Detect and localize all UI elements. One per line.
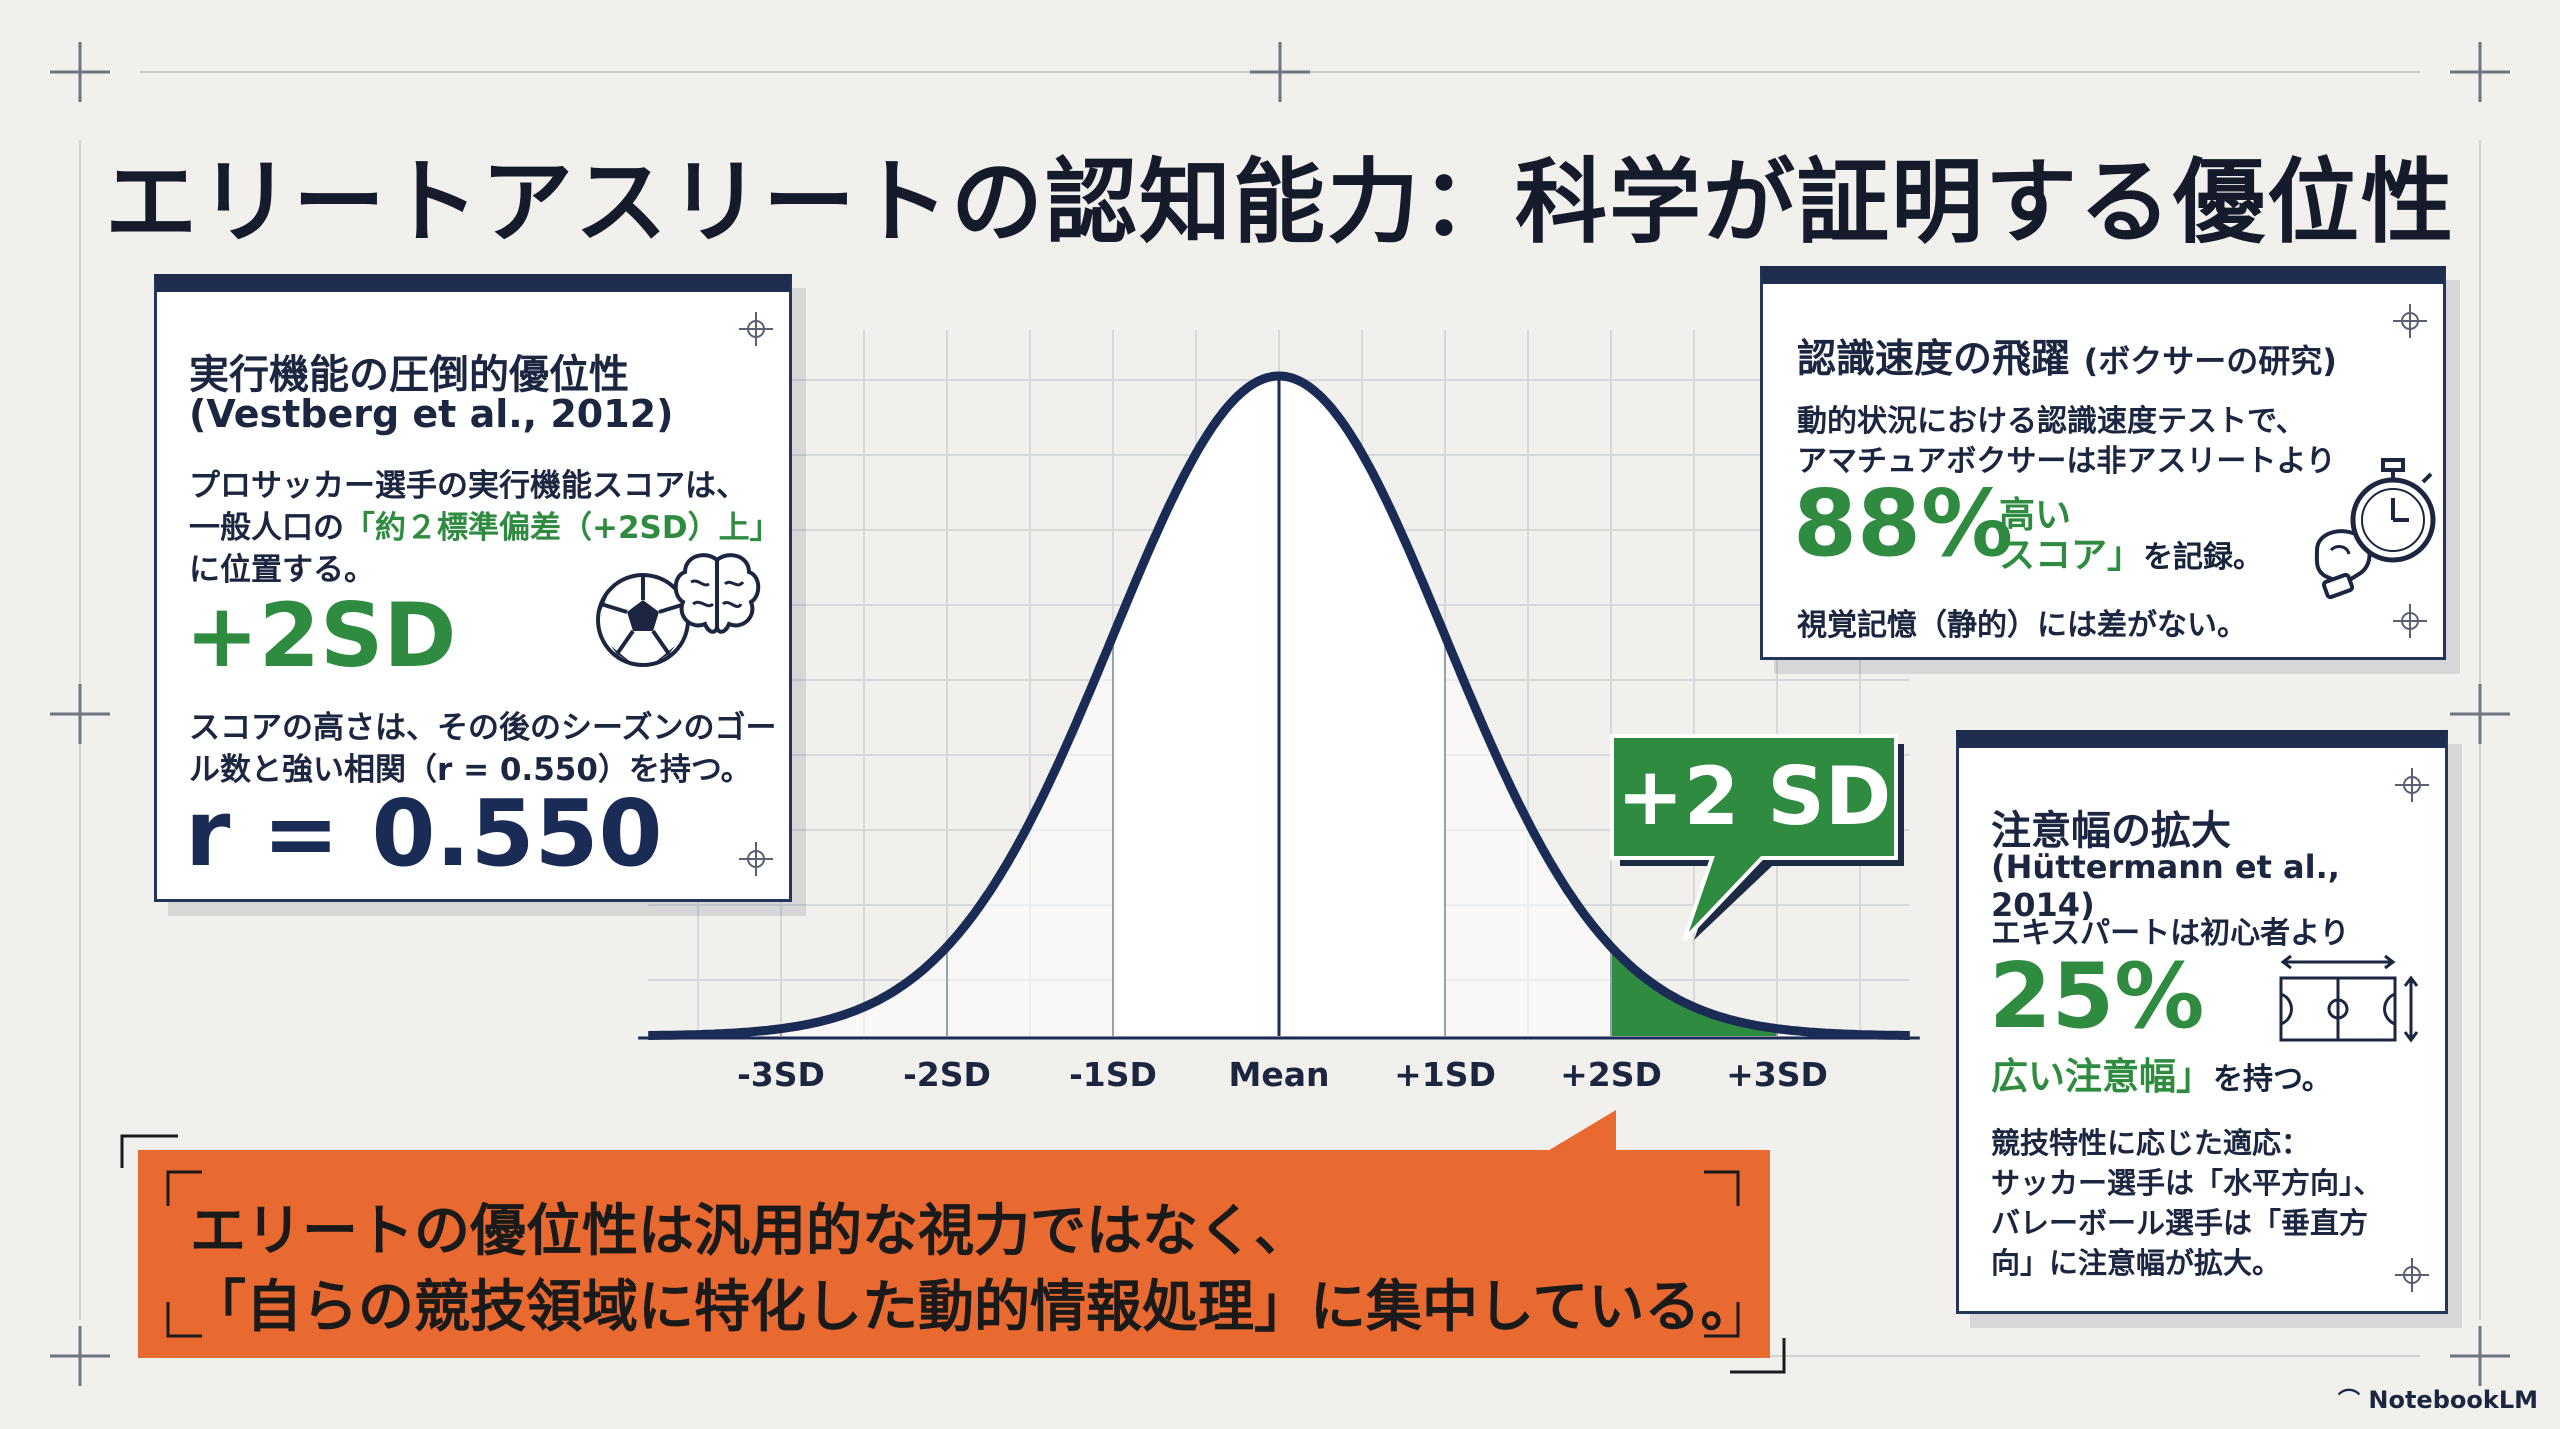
x-tick-label: -3SD: [737, 1055, 825, 1094]
card-heading: 注意幅の拡大: [1991, 808, 2231, 854]
page-title: エリートアスリートの認知能力：科学が証明する優位性: [104, 149, 2455, 256]
sd-callout-bubble: +2 SD: [1610, 734, 1904, 942]
card-text-line: エキスパートは初心者より: [1991, 916, 2350, 951]
card-citation: (Hüttermann et al., 2014): [1991, 848, 2340, 924]
executive-function-card: 実行機能の圧倒的優位性 (Vestberg et al., 2012) プロサッ…: [154, 274, 792, 902]
court-icon: [2279, 954, 2419, 1043]
stopwatch-icon: [2350, 458, 2436, 563]
big-stat-correlation: r = 0.550: [185, 780, 663, 887]
distribution-curve: [648, 371, 1910, 1040]
card-text-line: 視覚記憶（静的）には差がない。: [1797, 608, 2247, 643]
big-stat-2sd: +2SD: [185, 584, 457, 687]
x-tick-label: +3SD: [1726, 1055, 1828, 1094]
card-heading-main: 認識速度の飛躍: [1797, 337, 2071, 382]
callout-label: +2 SD: [1617, 750, 1892, 843]
callout-corner-brackets: [166, 1170, 1740, 1338]
corner-crosshair-icon: [2395, 768, 2429, 802]
conclusion-callout: エリートの優位性は汎用的な視力ではなく、 「自らの競技領域に特化した動的情報処理…: [138, 1150, 1770, 1358]
x-tick-label: +2SD: [1560, 1055, 1662, 1094]
x-tick-label: -1SD: [1069, 1055, 1157, 1094]
callout-line-2: 「自らの競技領域に特化した動的情報処理」に集中している。: [190, 1275, 1757, 1340]
big-stat-88: 88%: [1793, 470, 2014, 577]
card-heading: 実行機能の圧倒的優位性: [189, 352, 629, 398]
attention-span-card: 注意幅の拡大 (Hüttermann et al., 2014) エキスパートは…: [1956, 730, 2448, 1314]
corner-crosshair-icon: [2393, 604, 2427, 638]
card-heading: 認識速度の飛躍 (ボクサーの研究): [1797, 328, 2337, 384]
stat-label-line: 高い: [1999, 495, 2072, 536]
stat-label-highlight: スコア」: [1999, 535, 2144, 576]
card-text-line: 向」に注意幅が拡大。: [1991, 1246, 2282, 1280]
brain-icon: [673, 553, 761, 634]
card-text-line: に位置する。: [189, 552, 375, 588]
stat-label-line: 広い注意幅」を持つ。: [1991, 1046, 2332, 1100]
card-text-line: スコアの高さは、その後のシーズンのゴー: [189, 710, 777, 746]
boxing-glove-icon: [2314, 529, 2372, 600]
card-text-line: 競技特性に応じた適応：: [1991, 1126, 2311, 1160]
chart-ticks: -3SD -2SD -1SD Mean +1SD +2SD +3SD: [737, 1055, 1828, 1094]
callout-box: [1610, 734, 1898, 942]
card-text-line: プロサッカー選手の実行機能スコアは、: [189, 468, 747, 504]
chart-curve: [638, 371, 1920, 1040]
x-tick-label: -2SD: [903, 1055, 991, 1094]
card-text-line: バレーボール選手は「垂直方: [1991, 1206, 2369, 1240]
corner-crosshair-icon: [2395, 1258, 2429, 1292]
brand-logo-icon: ⌒: [2338, 1389, 2361, 1414]
card-text-line: 一般人口の「約２標準偏差（+2SD）上」: [189, 502, 781, 547]
chart-areas: [648, 376, 1910, 1036]
big-stat-25: 25%: [1989, 944, 2205, 1049]
card-citation: (Vestberg et al., 2012): [189, 392, 674, 436]
stat-label-line: スコア」を記録。: [1999, 526, 2263, 578]
brand-label: ⌒ NotebookLM: [2338, 1383, 2538, 1415]
card-heading-sub: (ボクサーの研究): [2083, 342, 2337, 380]
brand-name: NotebookLM: [2368, 1386, 2538, 1414]
card-text-line: ル数と強い相関（r = 0.550）を持つ。: [189, 752, 752, 788]
corner-crosshair-icon: [2393, 304, 2427, 338]
x-tick-label: Mean: [1229, 1055, 1330, 1094]
x-tick-label: +1SD: [1394, 1055, 1496, 1094]
corner-crosshair-icon: [739, 312, 773, 346]
corner-crosshair-icon: [739, 842, 773, 876]
stat-label-highlight: 広い注意幅」: [1991, 1055, 2213, 1098]
card-text-prefix: 一般人口の: [189, 510, 344, 546]
card-text-line: サッカー選手は「水平方向」、: [1991, 1166, 2383, 1200]
card-text-highlight: 「約２標準偏差（+2SD）上」: [344, 510, 781, 546]
stat-label-suffix: を持つ。: [2213, 1062, 2332, 1097]
highlight-region-area: [1611, 946, 1777, 1036]
stat-label-suffix: を記録。: [2143, 540, 2264, 575]
card-text-line: アマチュアボクサーは非アスリートより: [1797, 444, 2336, 479]
card-text-line: 動的状況における認識速度テストで、: [1797, 404, 2306, 439]
callout-line-1: エリートの優位性は汎用的な視力ではなく、: [190, 1199, 1310, 1264]
recognition-speed-card: 認識速度の飛躍 (ボクサーの研究) 動的状況における認識速度テストで、 アマチュ…: [1760, 266, 2446, 660]
